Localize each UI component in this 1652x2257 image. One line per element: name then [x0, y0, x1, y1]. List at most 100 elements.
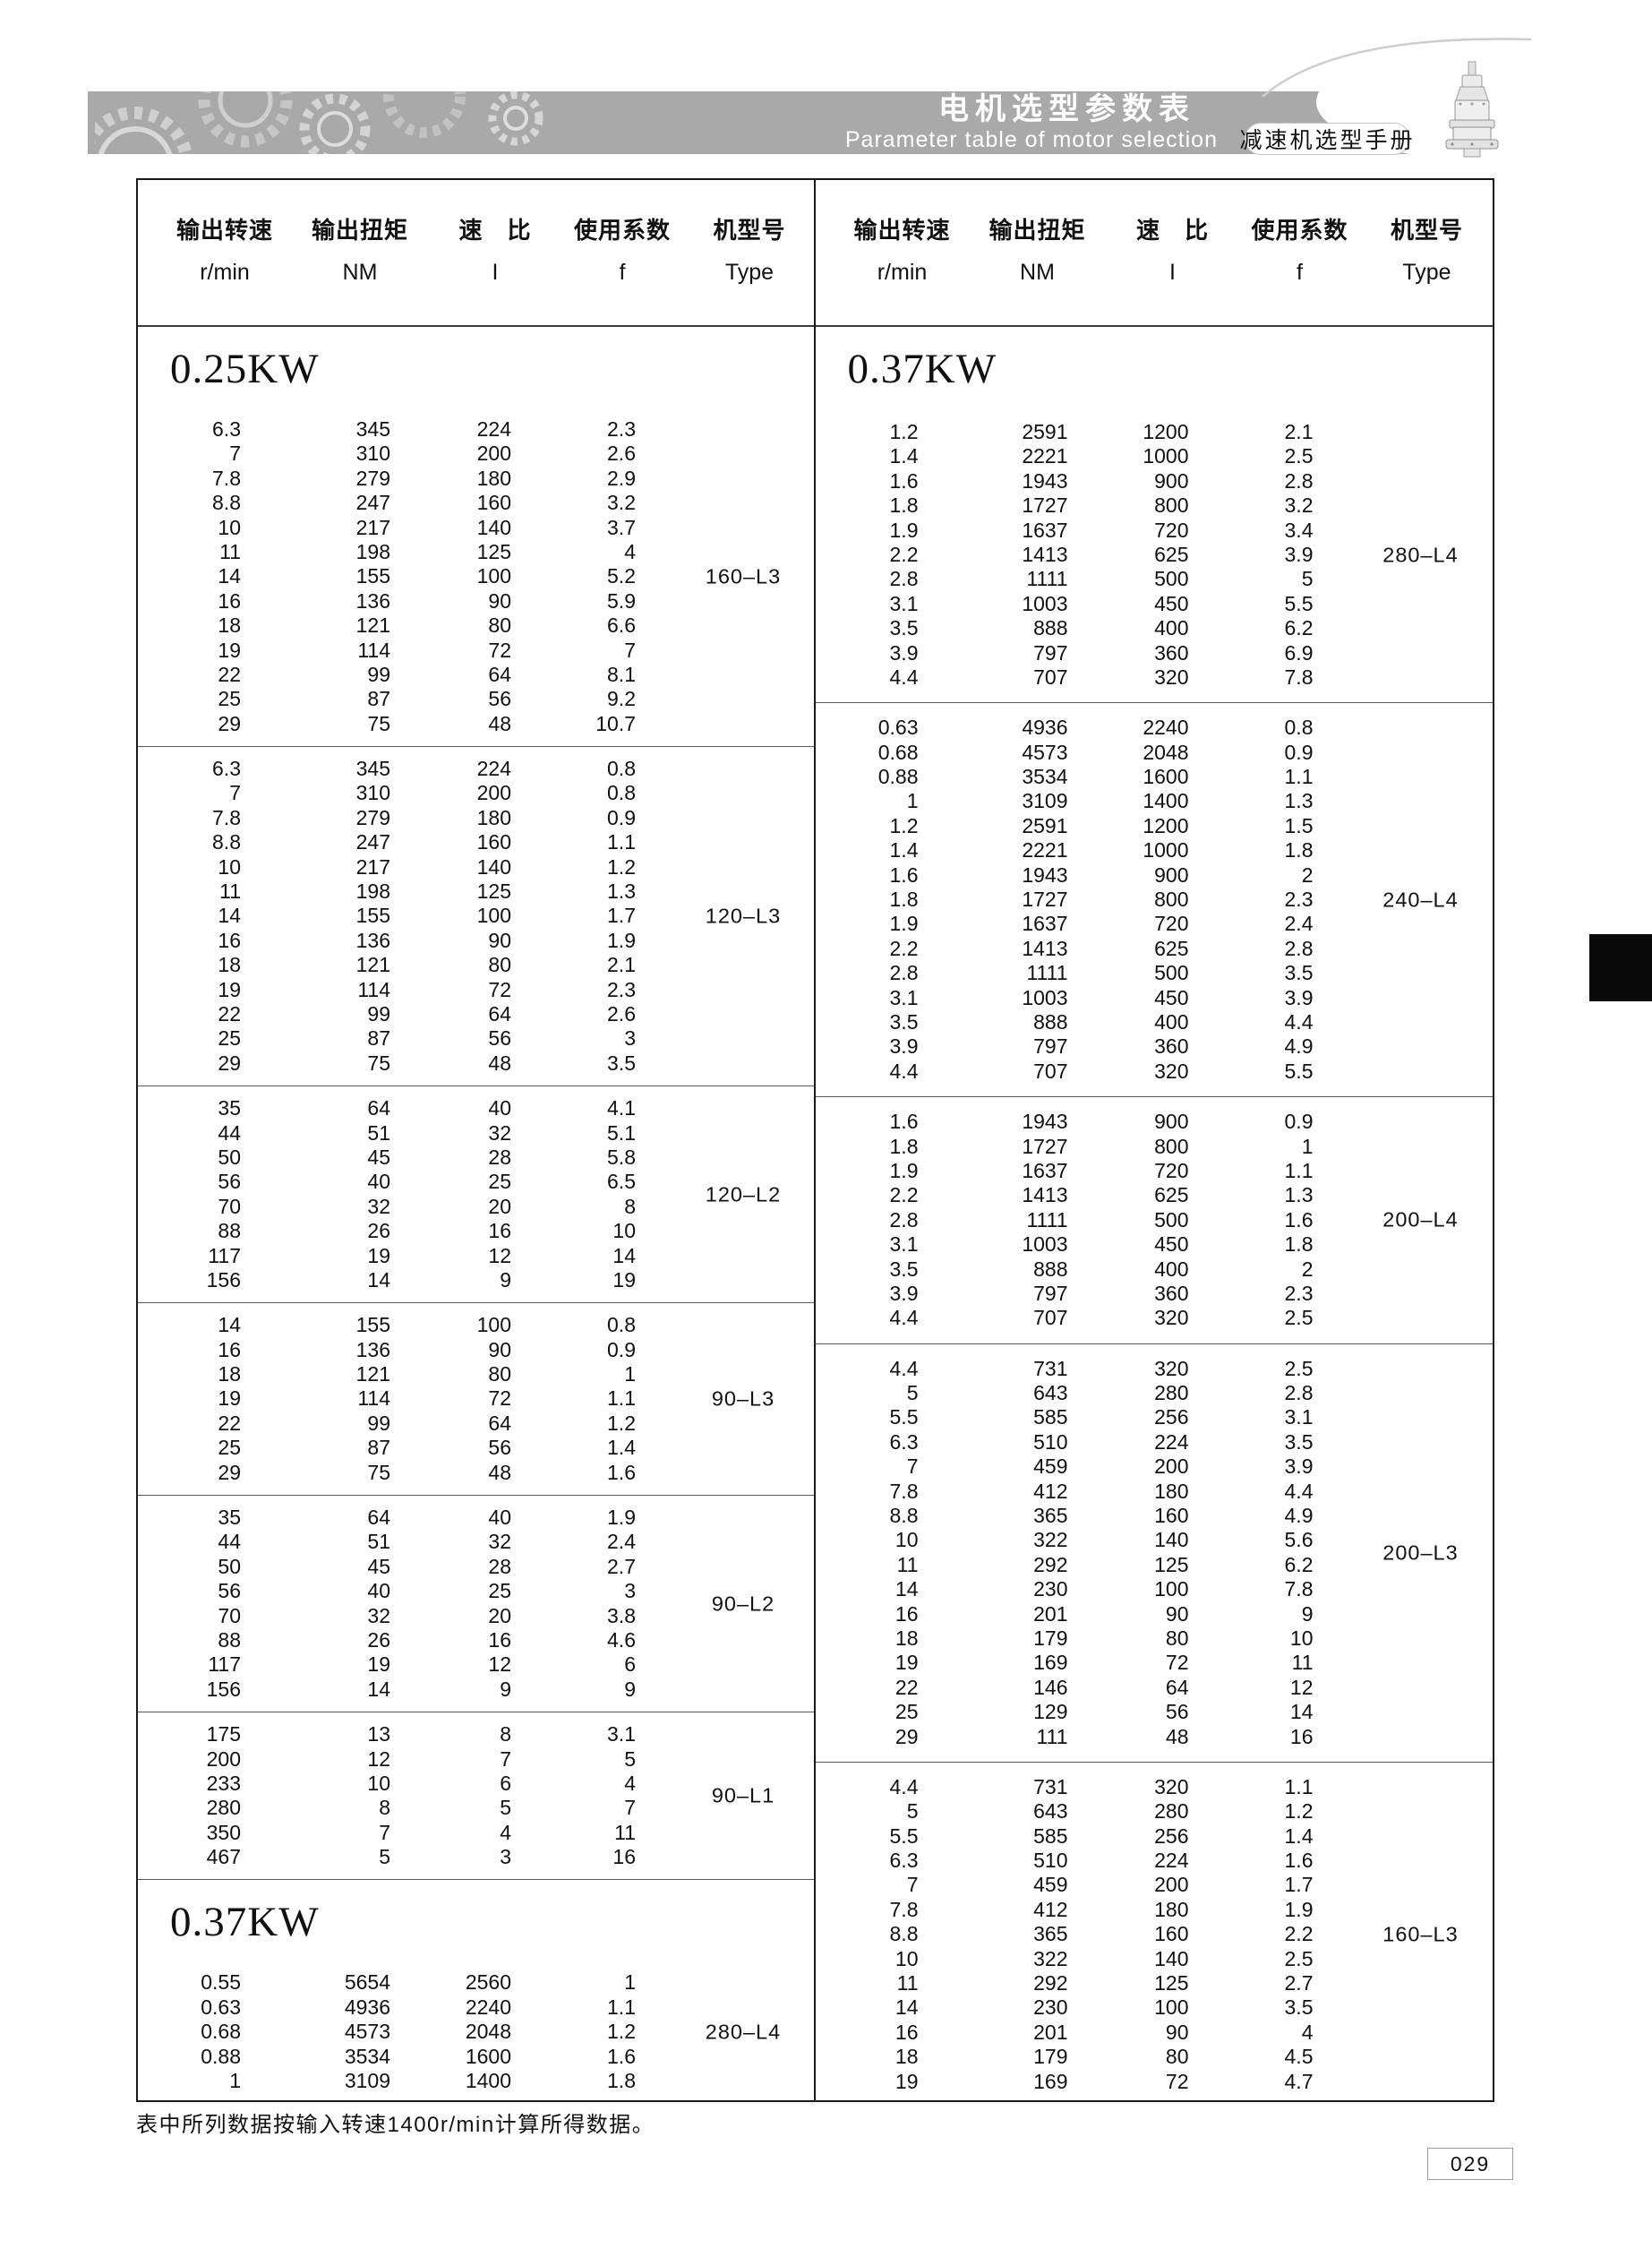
ratio-cell: 72 — [488, 638, 511, 662]
table-row: 1.8 1727 800 2.3 — [816, 888, 1494, 912]
manual-badge: 减速机选型手册 — [1240, 123, 1413, 155]
factor-cell: 2.4 — [1284, 912, 1314, 936]
table-row: 44 51 32 5.1 — [138, 1121, 814, 1146]
ratio-cell: 200 — [476, 442, 511, 466]
ratio-cell: 16 — [488, 1627, 511, 1652]
ratio-cell: 1200 — [1143, 813, 1189, 837]
torque-cell: 114 — [357, 977, 390, 1001]
speed-cell: 56 — [218, 1170, 241, 1194]
factor-cell: 4.5 — [1284, 2045, 1314, 2069]
factor-cell: 16 — [1289, 1724, 1314, 1748]
ratio-cell: 500 — [1154, 1207, 1189, 1231]
ratio-cell: 2240 — [465, 1995, 511, 2019]
type-label: 280–L4 — [705, 2020, 782, 2044]
torque-cell: 13 — [367, 1722, 390, 1746]
speed-cell: 0.63 — [201, 1995, 241, 2019]
torque-cell: 198 — [355, 880, 390, 904]
factor-cell: 6 — [624, 1652, 636, 1677]
ratio-cell: 400 — [1154, 1009, 1189, 1034]
ratio-cell: 20 — [488, 1194, 511, 1218]
factor-cell: 2.5 — [1284, 1946, 1314, 1970]
factor-cell: 4.9 — [1284, 1504, 1314, 1528]
speed-cell: 7 — [229, 442, 241, 466]
factor-cell: 8.1 — [607, 662, 636, 686]
factor-cell: 9 — [624, 1677, 636, 1701]
torque-cell: 201 — [1033, 2020, 1068, 2044]
table-row: 14 155 100 0.8 — [138, 1313, 814, 1337]
speed-cell: 44 — [218, 1530, 241, 1554]
table-row: 70 32 20 8 — [138, 1195, 814, 1219]
factor-cell: 5.9 — [607, 588, 636, 613]
torque-cell: 4936 — [344, 1995, 390, 2019]
torque-cell: 14 — [367, 1267, 390, 1292]
factor-cell: 8 — [624, 1194, 636, 1218]
table-row: 18 121 80 1 — [138, 1362, 814, 1386]
ratio-cell: 9 — [500, 1267, 511, 1292]
speed-cell: 2.2 — [889, 1183, 919, 1207]
type-label: 200–L3 — [1382, 1540, 1459, 1565]
factor-cell: 1.6 — [607, 1460, 636, 1484]
factor-cell: 5.2 — [607, 564, 636, 588]
torque-cell: 510 — [1033, 1429, 1068, 1454]
ratio-cell: 256 — [1154, 1405, 1189, 1429]
torque-cell: 179 — [1033, 2045, 1068, 2069]
factor-cell: 1.2 — [1284, 1799, 1314, 1824]
table-row: 0.68 4573 2048 0.9 — [816, 741, 1494, 765]
torque-cell: 797 — [1033, 1034, 1068, 1059]
factor-cell: 5.6 — [1284, 1528, 1314, 1552]
torque-cell: 114 — [357, 1386, 390, 1411]
torque-cell: 45 — [367, 1554, 390, 1578]
speed-cell: 1 — [229, 2069, 241, 2093]
torque-cell: 64 — [367, 1506, 390, 1530]
factor-cell: 1.1 — [607, 830, 636, 854]
torque-cell: 1727 — [1022, 1134, 1068, 1158]
table-row: 70 32 20 3.8 — [138, 1604, 814, 1628]
speed-cell: 2.8 — [889, 1207, 919, 1231]
torque-cell: 731 — [1033, 1774, 1068, 1798]
factor-cell: 0.9 — [1284, 1110, 1314, 1134]
ratio-cell: 450 — [1154, 1232, 1189, 1257]
torque-cell: 1413 — [1022, 936, 1068, 960]
table-row: 16 136 90 5.9 — [138, 589, 814, 614]
ratio-cell: 80 — [1165, 1626, 1189, 1650]
torque-cell: 412 — [1033, 1479, 1068, 1503]
ratio-cell: 900 — [1154, 862, 1189, 887]
torque-cell: 310 — [355, 781, 390, 805]
speed-cell: 1.2 — [889, 420, 919, 443]
factor-cell: 4 — [624, 1771, 636, 1795]
column-header-zh: 输出转速 — [175, 217, 273, 244]
factor-cell: 1.9 — [607, 1506, 636, 1530]
table-row: 156 14 9 19 — [138, 1268, 814, 1292]
table-row: 14 230 100 7.8 — [816, 1577, 1494, 1601]
speed-cell: 8.8 — [889, 1504, 919, 1528]
ratio-cell: 1000 — [1143, 838, 1189, 862]
ratio-cell: 64 — [488, 662, 511, 686]
data-block: 0.63 4936 2240 0.8 0.68 4573 2048 0.9 0.88 3534 16… — [815, 702, 1494, 1096]
table-row: 7.8 279 180 2.9 — [138, 467, 814, 491]
speed-cell: 467 — [206, 1845, 241, 1869]
table-row: 2.8 1111 500 1.6 — [816, 1208, 1494, 1232]
type-label: 240–L4 — [1382, 888, 1459, 912]
speed-cell: 7 — [229, 781, 241, 805]
column-header-type: 机型号 Type — [681, 212, 817, 286]
torque-cell: 26 — [367, 1627, 390, 1652]
factor-cell: 3.5 — [1284, 1429, 1314, 1454]
speed-cell: 200 — [206, 1746, 241, 1771]
table-row: 1.9 1637 720 3.4 — [816, 519, 1494, 543]
speed-cell: 25 — [218, 1026, 241, 1051]
table-row: 7.8 279 180 0.9 — [138, 806, 814, 830]
table-row: 1 3109 1400 1.8 — [138, 2069, 814, 2093]
speed-cell: 233 — [206, 1771, 241, 1795]
ratio-cell: 100 — [476, 1313, 511, 1337]
torque-cell: 19 — [367, 1652, 390, 1677]
data-block: 6.3 345 224 2.3 7 310 200 2.6 7.8 279 180 2.9 8.8 247… — [138, 408, 814, 746]
data-block: 4.4 731 320 1.1 5 643 280 1.2 5.5 585 256 1.4 6.3 510… — [815, 1761, 1493, 2100]
speed-cell: 3.5 — [889, 616, 919, 640]
ratio-cell: 1600 — [465, 2044, 511, 2068]
column-header-unit: f — [1297, 260, 1303, 285]
factor-cell: 3.5 — [1284, 961, 1314, 985]
speed-cell: 1.8 — [889, 1134, 919, 1158]
page-number: 029 — [1427, 2148, 1513, 2180]
speed-cell: 0.88 — [877, 765, 919, 789]
torque-cell: 888 — [1033, 1257, 1068, 1281]
